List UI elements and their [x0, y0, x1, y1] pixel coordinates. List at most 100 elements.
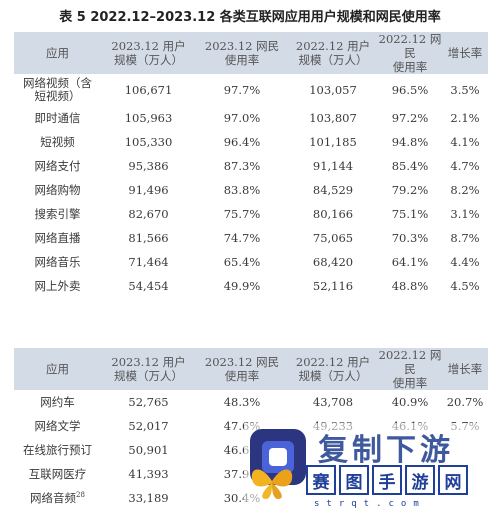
cell-app: 即时通信: [34, 111, 81, 125]
cell-growth: 4.4%: [450, 255, 480, 269]
cell-users-2023: 105,963: [124, 111, 173, 125]
table-row: 搜索引擎 82,670 75.7% 80,166 75.1% 3.1%: [14, 202, 488, 226]
cell-rate-2022: 85.4%: [391, 159, 429, 173]
watermark-char: 赛: [306, 465, 336, 495]
cell-users-2022: 52,116: [312, 279, 354, 293]
watermark-domain: strqt.com: [314, 499, 426, 509]
cell-users-2022: 103,807: [309, 111, 357, 125]
table-row: 网络音乐 71,464 65.4% 68,420 64.1% 4.4%: [14, 250, 488, 274]
app-usage-table-2: 应用 2023.12 用户 规模（万人） 2023.12 网民 使用率 2022.1…: [14, 348, 488, 510]
cell-users-2023: 82,670: [128, 207, 169, 221]
cell-growth: 4.7%: [450, 159, 480, 173]
table-title: 表 5 2022.12–2023.12 各类互联网应用用户规模和网民使用率: [59, 10, 441, 25]
cell-users-2023: 71,464: [128, 255, 169, 269]
header-users-2023: 2023.12 用户 规模（万人）: [101, 348, 196, 390]
footnote-marker: 28: [76, 491, 85, 500]
cell-users-2023: 33,189: [128, 491, 169, 505]
cell-rate-2023: 83.8%: [223, 183, 261, 197]
cell-users-2022: 84,529: [312, 183, 354, 197]
cell-users-2022: 91,144: [312, 159, 354, 173]
header-users-2023: 2023.12 用户 规模（万人）: [101, 32, 196, 74]
header-rate-2023: 2023.12 网民 使用率: [196, 32, 288, 74]
cell-rate-2022: 79.2%: [391, 183, 429, 197]
cell-app: 网络直播: [34, 231, 81, 245]
cell-users-2023: 81,566: [128, 231, 169, 245]
cell-rate-2022: 48.8%: [391, 279, 429, 293]
cell-app: 网络购物: [34, 183, 81, 197]
cell-app: 网上外卖: [34, 279, 81, 293]
header-row: 应用 2023.12 用户 规模（万人） 2023.12 网民 使用率 2022.1…: [14, 32, 488, 74]
cell-users-2023: 54,454: [128, 279, 169, 293]
cell-growth: 2.1%: [450, 111, 480, 125]
table-row: 网络支付 95,386 87.3% 91,144 85.4% 4.7%: [14, 154, 488, 178]
cell-rate-2023: 87.3%: [223, 159, 261, 173]
cell-rate-2023: 97.0%: [223, 111, 261, 125]
header-users-2022: 2022.12 用户 规模（万人）: [288, 348, 378, 390]
cell-rate-2022: 70.3%: [391, 231, 429, 245]
table-row: 网络购物 91,496 83.8% 84,529 79.2% 8.2%: [14, 178, 488, 202]
cell-app: 网络音乐: [34, 255, 81, 269]
table-row: 即时通信 105,963 97.0% 103,807 97.2% 2.1%: [14, 106, 488, 130]
table-row: 网络视频（含 短视频） 106,671 97.7% 103,057 96.5% 3…: [14, 74, 488, 106]
cell-rate-2022: 64.1%: [391, 255, 429, 269]
header-rate-2022: 2022.12 网民 使用率: [378, 32, 442, 74]
cell-rate-2022: 40.9%: [391, 395, 429, 409]
butterfly-icon: [251, 469, 293, 499]
watermark-top-text: 复制下游: [318, 433, 454, 468]
cell-growth: 4.1%: [450, 135, 480, 149]
table-row: 网约车 52,765 48.3% 43,708 40.9% 20.7%: [14, 390, 488, 414]
table-row: 网上外卖 54,454 49.9% 52,116 48.8% 4.5%: [14, 274, 488, 298]
watermark: 复制下游 赛 图 手 游 网 strqt.com: [244, 423, 500, 514]
header-rate-2023: 2023.12 网民 使用率: [196, 348, 288, 390]
cell-users-2023: 52,765: [128, 395, 169, 409]
app-usage-table-1: 应用 2023.12 用户 规模（万人） 2023.12 网民 使用率 2022.1…: [14, 32, 488, 298]
cell-app: 搜索引擎: [34, 207, 81, 221]
cell-app: 互联网医疗: [28, 467, 87, 481]
cell-users-2022: 101,185: [309, 135, 357, 149]
cell-app: 网约车: [40, 395, 75, 409]
cell-app: 在线旅行预订: [23, 443, 92, 457]
cell-app: 网络音频28: [30, 491, 85, 505]
cell-rate-2023: 96.4%: [223, 135, 261, 149]
cell-app: 网络视频（含 短视频）: [23, 76, 92, 103]
watermark-char: 图: [339, 465, 369, 495]
cell-growth: 20.7%: [446, 395, 484, 409]
cell-growth: 3.1%: [450, 207, 480, 221]
cell-rate-2023: 65.4%: [223, 255, 261, 269]
cell-users-2022: 75,065: [312, 231, 354, 245]
cell-growth: 8.7%: [450, 231, 480, 245]
header-growth: 增长率: [442, 348, 488, 390]
header-users-2022: 2022.12 用户 规模（万人）: [288, 32, 378, 74]
cell-rate-2023: 74.7%: [223, 231, 261, 245]
header-app: 应用: [14, 32, 101, 74]
cell-users-2023: 91,496: [128, 183, 169, 197]
header-rate-2022: 2022.12 网民 使用率: [378, 348, 442, 390]
cell-users-2023: 105,330: [124, 135, 173, 149]
cell-rate-2023: 97.7%: [223, 83, 261, 97]
cell-growth: 8.2%: [450, 183, 480, 197]
header-growth: 增长率: [442, 32, 488, 74]
cell-app: 网络支付: [34, 159, 81, 173]
cell-rate-2022: 75.1%: [391, 207, 429, 221]
cell-growth: 4.5%: [450, 279, 480, 293]
cell-app: 短视频: [40, 135, 75, 149]
watermark-char-boxes: 赛 图 手 游 网: [306, 465, 471, 495]
cell-rate-2022: 97.2%: [391, 111, 429, 125]
cell-rate-2023: 48.3%: [223, 395, 261, 409]
cell-app: 网络文学: [34, 419, 81, 433]
cell-users-2022: 43,708: [312, 395, 354, 409]
cell-rate-2022: 96.5%: [391, 83, 429, 97]
table-row: 网络直播 81,566 74.7% 75,065 70.3% 8.7%: [14, 226, 488, 250]
cell-users-2023: 95,386: [128, 159, 169, 173]
cell-users-2022: 103,057: [309, 83, 357, 97]
cell-users-2023: 52,017: [128, 419, 169, 433]
header-row: 应用 2023.12 用户 规模（万人） 2023.12 网民 使用率 2022.1…: [14, 348, 488, 390]
header-app: 应用: [14, 348, 101, 390]
watermark-char: 手: [372, 465, 402, 495]
cell-users-2023: 106,671: [124, 83, 173, 97]
table-row: 短视频 105,330 96.4% 101,185 94.8% 4.1%: [14, 130, 488, 154]
cell-rate-2023: 75.7%: [223, 207, 261, 221]
watermark-char: 游: [405, 465, 435, 495]
cell-rate-2022: 94.8%: [391, 135, 429, 149]
cell-users-2022: 68,420: [312, 255, 354, 269]
